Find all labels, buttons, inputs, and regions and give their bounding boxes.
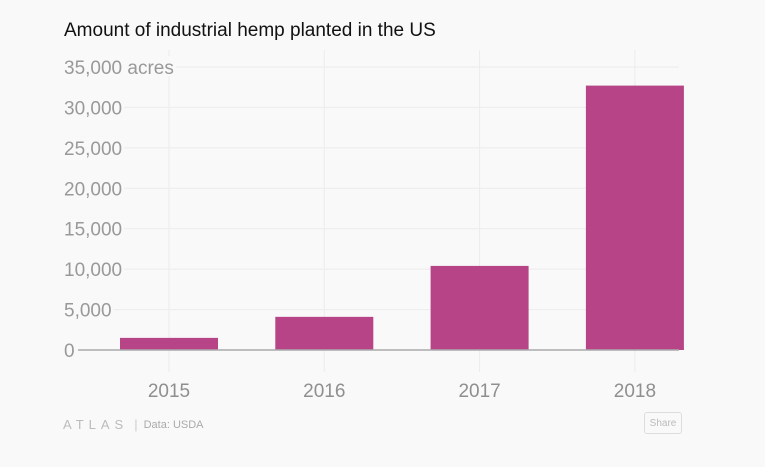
vertical-gridlines	[168, 50, 636, 372]
bars	[120, 85, 684, 351]
y-tick-label-bg	[62, 177, 125, 198]
chart-title: Amount of industrial hemp planted in the…	[64, 20, 436, 41]
footer: ATLAS | Data: USDA	[63, 417, 204, 432]
y-tick-label: 35,000 acres	[64, 58, 174, 79]
y-tick-label: 30,000	[64, 98, 122, 119]
x-tick-label: 2015	[148, 381, 190, 402]
x-tick-label: 2018	[614, 381, 656, 402]
y-tick-label-bg	[62, 56, 176, 76]
atlas-logo[interactable]: ATLAS	[63, 417, 129, 432]
data-source: Data: USDA	[143, 418, 204, 431]
y-tick-label: 25,000	[64, 139, 122, 160]
y-tick-label: 0	[64, 341, 75, 362]
y-tick-label: 10,000	[64, 260, 122, 281]
bar-2016	[275, 316, 374, 350]
bar-2018	[585, 85, 684, 351]
x-tick-label: 2016	[303, 381, 345, 402]
footer-separator: |	[134, 417, 138, 432]
y-tick-label-bg	[62, 258, 125, 279]
y-tick-label-bg	[62, 96, 125, 117]
y-tick-label: 5,000	[64, 301, 112, 322]
y-tick-label-bg	[62, 339, 77, 359]
y-tick-label-bg	[62, 136, 125, 157]
y-tick-label-bg	[62, 298, 114, 319]
x-tick-label: 2017	[458, 381, 500, 402]
bar-2015	[120, 337, 218, 350]
y-tick-label: 15,000	[64, 220, 122, 241]
y-tick-label-bg	[62, 217, 125, 238]
x-tick-labels: 2015 2016 2017 2018	[148, 381, 656, 402]
y-tick-label: 20,000	[64, 179, 122, 200]
bar-2017	[430, 265, 529, 350]
y-tick-labels: 0 5,000 10,000 15,000 20,000 25,000 30,000 35,0…	[62, 56, 176, 362]
share-button[interactable]: Share	[644, 412, 682, 434]
